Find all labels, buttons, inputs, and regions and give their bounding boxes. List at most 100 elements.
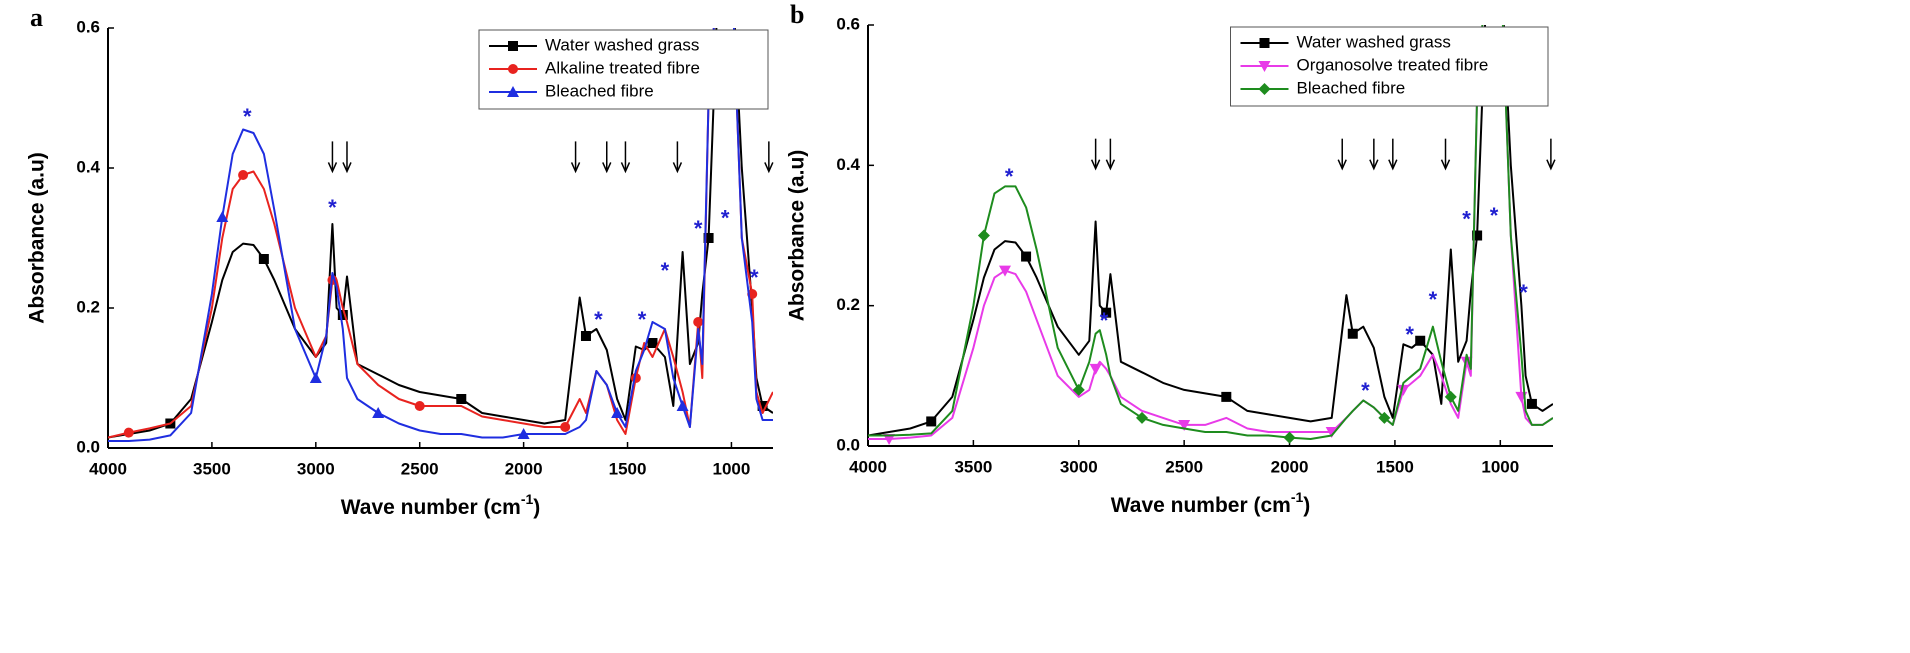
- legend-label: Water washed grass: [1297, 32, 1451, 51]
- x-axis-label-sup: -1: [1291, 489, 1304, 505]
- marker: [611, 407, 624, 418]
- marker: [414, 401, 425, 411]
- marker: [1347, 328, 1358, 339]
- annotation: *: [1462, 206, 1471, 231]
- arrow-head: [764, 162, 774, 174]
- arrow-head: [672, 162, 683, 174]
- arrow-head: [1105, 159, 1116, 171]
- annotation: *: [638, 307, 647, 332]
- y-tick-label: 0.6: [836, 14, 860, 33]
- annotation: *: [750, 265, 759, 290]
- annotation: *: [721, 205, 730, 230]
- marker: [1178, 419, 1191, 431]
- x-axis-label-text: Wave number (cm: [1111, 494, 1291, 517]
- y-axis-label: Absorbance (a.u): [26, 152, 49, 324]
- arrow-head: [570, 162, 581, 174]
- x-tick-label: 4000: [89, 459, 127, 478]
- marker: [1397, 384, 1410, 396]
- annotation: *: [1519, 280, 1528, 305]
- legend-label: Water washed grass: [545, 35, 699, 54]
- y-tick-label: 0.2: [836, 295, 860, 314]
- marker: [580, 331, 591, 341]
- x-axis-label-end: ): [533, 496, 540, 519]
- x-tick-label: 3500: [193, 459, 231, 478]
- annotation: *: [661, 258, 670, 283]
- x-axis-label-end: ): [1303, 494, 1310, 517]
- panel-label: a: [30, 3, 43, 32]
- marker: [977, 229, 990, 242]
- marker: [1136, 411, 1148, 424]
- annotation: *: [1361, 378, 1370, 403]
- marker: [1444, 390, 1457, 403]
- marker: [1526, 398, 1537, 409]
- arrow-head: [602, 162, 612, 174]
- arrow-head: [1369, 159, 1379, 171]
- y-tick-label: 0.2: [76, 297, 100, 316]
- marker: [372, 407, 385, 418]
- legend-label: Bleached fibre: [545, 81, 654, 100]
- marker: [309, 372, 322, 383]
- y-tick-label: 0.6: [76, 17, 100, 36]
- arrow-head: [1337, 159, 1347, 171]
- x-tick-label: 1000: [1481, 457, 1519, 476]
- x-tick-label: 3000: [1060, 457, 1098, 476]
- annotation: *: [243, 104, 252, 129]
- y-tick-label: 0.4: [76, 157, 100, 176]
- arrow-head: [1546, 159, 1556, 171]
- annotation: *: [1005, 164, 1014, 189]
- marker: [693, 317, 704, 327]
- marker: [1072, 383, 1085, 396]
- annotation: *: [1429, 287, 1438, 312]
- marker: [1258, 61, 1271, 72]
- marker: [647, 338, 658, 348]
- annotation: *: [1490, 203, 1499, 228]
- marker: [507, 86, 519, 97]
- arrow-head: [1388, 159, 1398, 171]
- annotation: *: [1100, 308, 1109, 333]
- marker: [560, 422, 571, 432]
- marker: [926, 416, 937, 427]
- marker: [508, 64, 518, 74]
- arrow-head: [1440, 159, 1451, 171]
- marker: [1415, 335, 1426, 346]
- x-tick-label: 1000: [713, 459, 751, 478]
- x-tick-label: 1500: [1376, 457, 1414, 476]
- legend-label: Organosolve treated fibre: [1297, 55, 1489, 74]
- x-tick-label: 2500: [401, 459, 439, 478]
- arrow-head: [620, 162, 631, 174]
- x-tick-label: 2000: [1271, 457, 1309, 476]
- x-axis-label: Wave number (cm-1): [341, 491, 541, 519]
- x-tick-label: 4000: [849, 457, 887, 476]
- marker: [1221, 391, 1232, 402]
- marker: [1378, 411, 1391, 424]
- x-tick-label: 1500: [609, 459, 647, 478]
- marker: [1325, 426, 1338, 438]
- arrow-head: [342, 162, 352, 174]
- annotation: *: [1405, 322, 1414, 347]
- x-axis-label-text: Wave number (cm: [341, 496, 521, 519]
- annotation: *: [328, 195, 337, 220]
- marker: [508, 41, 518, 51]
- marker: [1283, 431, 1296, 444]
- series-line: [108, 28, 773, 442]
- panel: 0.0 0.2 0.4 0.6 4000 3500 3000 2500 2000 1500 1000…: [26, 3, 774, 519]
- panel-label: b: [790, 0, 804, 29]
- x-axis-label-sup: -1: [521, 491, 534, 507]
- y-tick-label: 0.0: [836, 435, 860, 454]
- y-tick-label: 0.0: [76, 437, 100, 456]
- marker: [1259, 38, 1270, 48]
- plot-area: [108, 28, 773, 442]
- x-axis-label: Wave number (cm-1): [1111, 489, 1311, 517]
- marker: [676, 400, 689, 411]
- marker: [1460, 356, 1473, 368]
- marker: [258, 254, 269, 264]
- x-tick-label: 2000: [505, 459, 543, 478]
- arrow-head: [327, 162, 338, 174]
- marker: [238, 170, 249, 180]
- marker: [883, 433, 896, 445]
- x-tick-label: 3000: [297, 459, 335, 478]
- marker: [1021, 251, 1032, 262]
- marker: [1089, 363, 1102, 375]
- marker: [517, 428, 530, 439]
